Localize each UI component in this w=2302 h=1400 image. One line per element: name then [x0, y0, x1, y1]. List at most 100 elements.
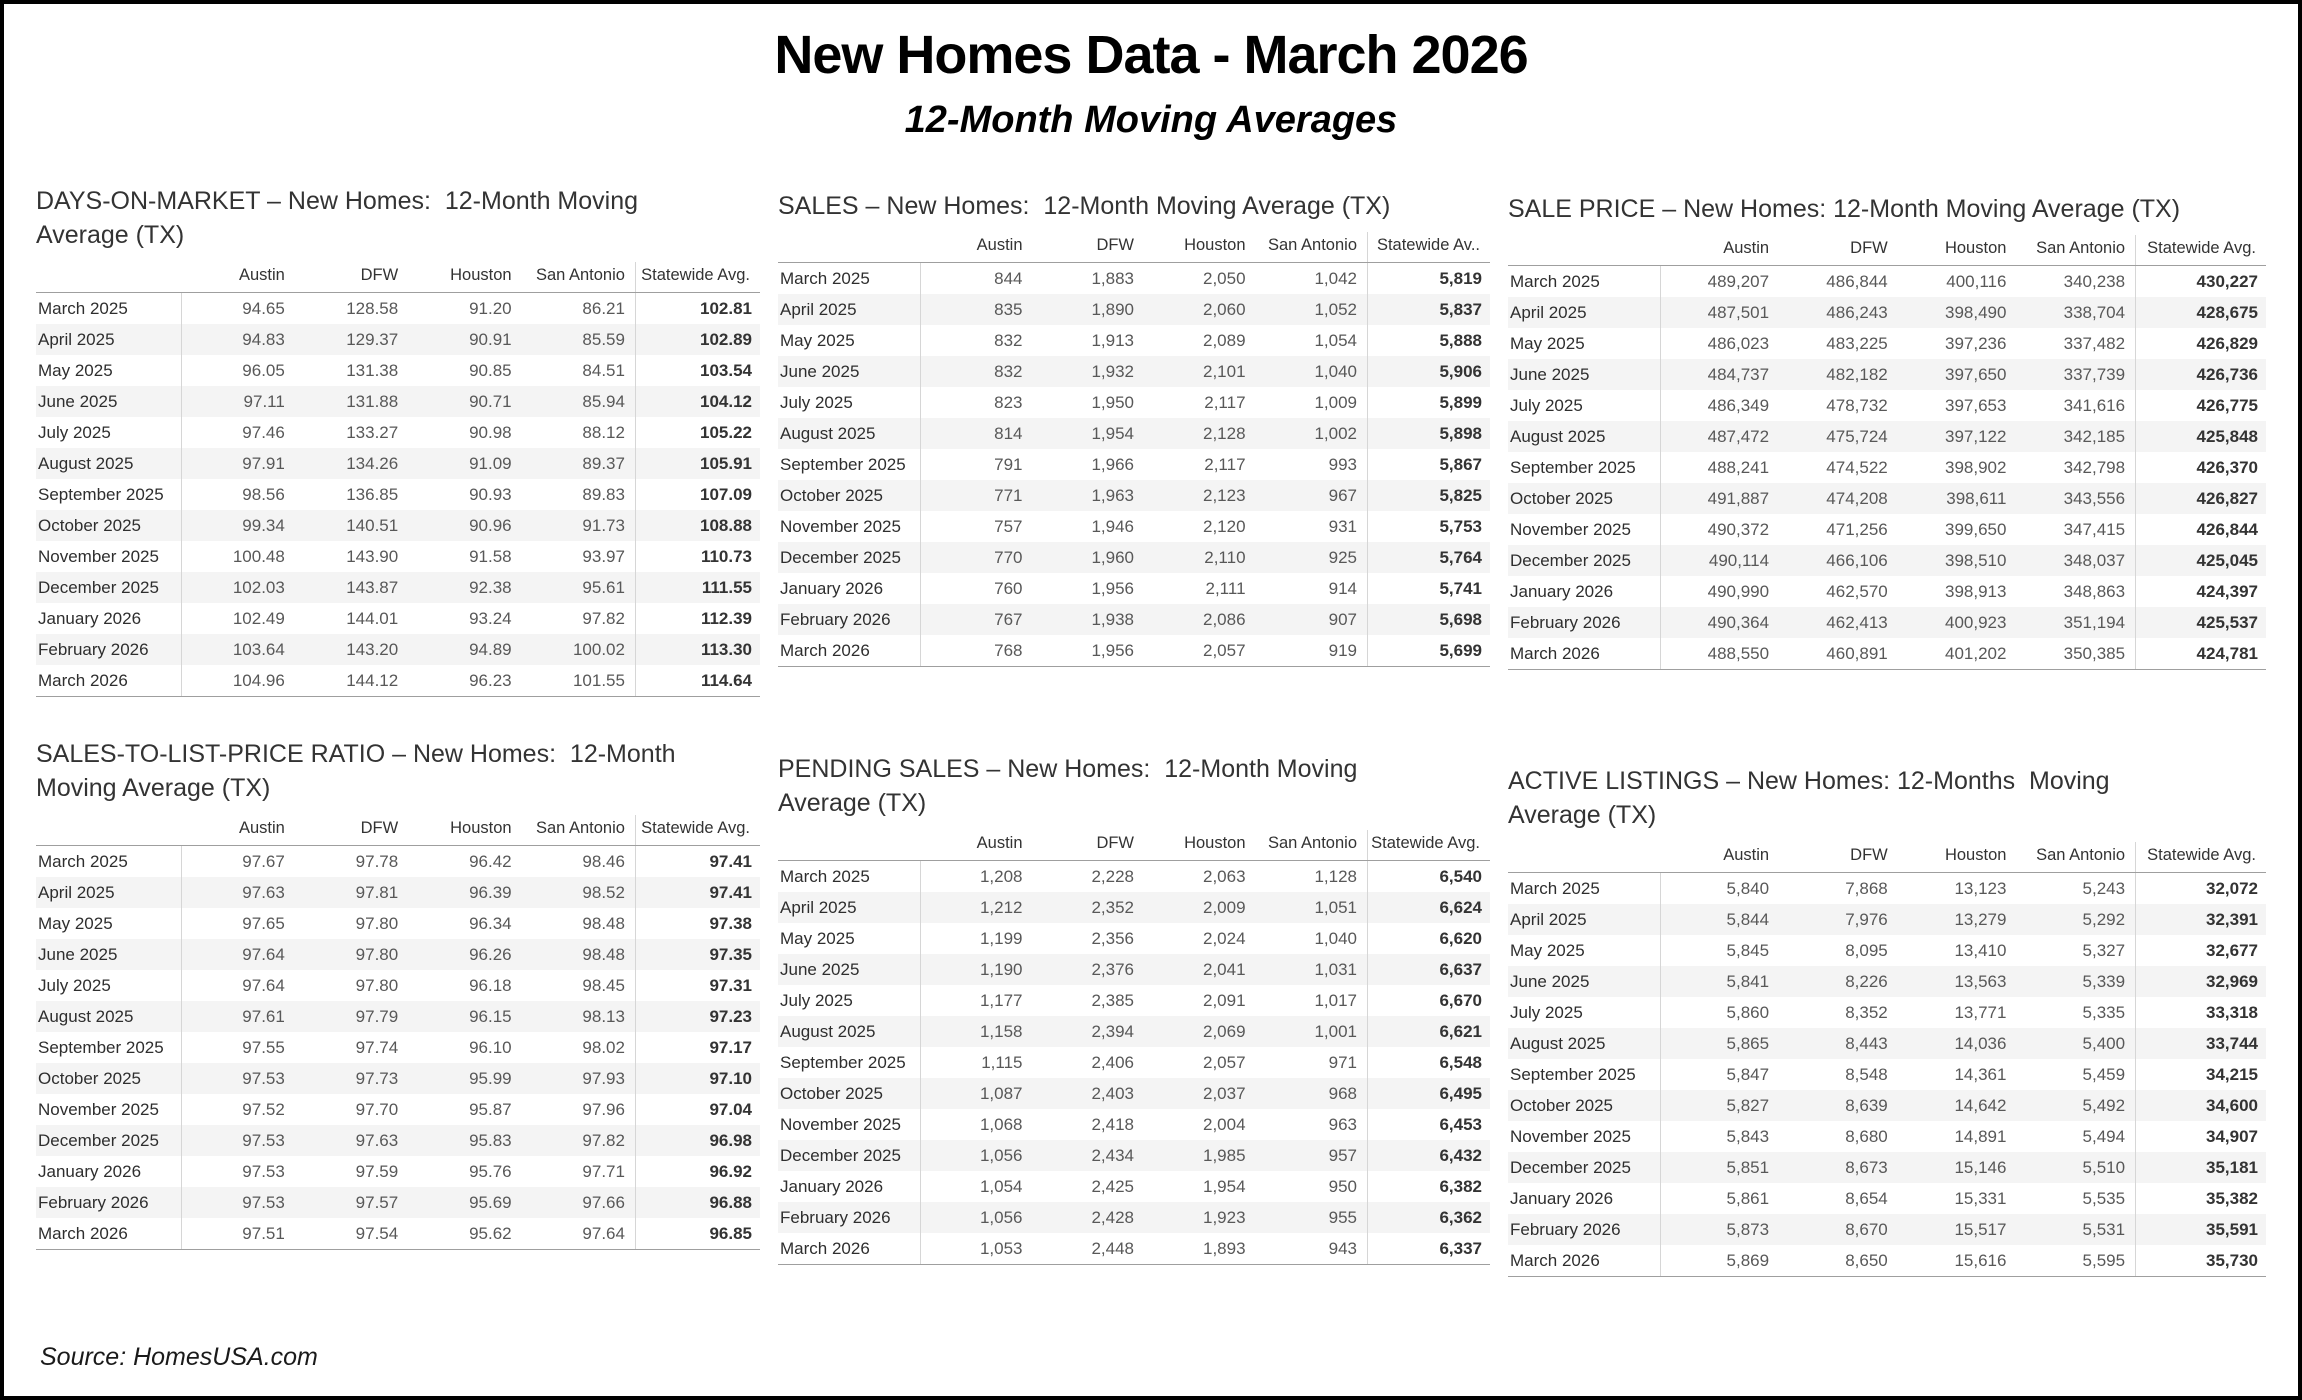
table-row: August 2025 97.91 134.26 91.09 89.37 105.91 [36, 447, 760, 479]
column-header: Austin [1660, 841, 1780, 873]
cell-value: 134.26 [346, 453, 399, 473]
row-label: January 2026 [1508, 1182, 1661, 1214]
cell-value: 97.11 [243, 391, 285, 411]
cell-value: 2,385 [1091, 990, 1135, 1010]
statewide-value: 5,764 [1367, 542, 1490, 574]
cell-value: 957 [1328, 1145, 1357, 1165]
cell-value: 102.49 [232, 608, 285, 628]
cell-value: 97.66 [582, 1192, 625, 1212]
cell-value: 97.54 [294, 1217, 409, 1250]
cell-value: 136.85 [346, 484, 399, 504]
table-row: February 2026 97.53 97.57 95.69 97.66 96.88 [36, 1186, 760, 1218]
statewide-value: 97.23 [634, 1000, 760, 1032]
cell-value: 97.80 [355, 975, 399, 995]
cell-value: 1,963 [1091, 486, 1135, 506]
cell-value: 757 [994, 517, 1023, 537]
table-row: July 2025 823 1,950 2,117 1,009 5,899 [778, 387, 1490, 419]
statewide-value: 5,825 [1367, 480, 1490, 512]
table-row: January 2026 490,990 462,570 398,913 348,863… [1508, 576, 2266, 608]
column-header: DFW [1779, 235, 1898, 267]
table-row: April 2025 487,501 486,243 398,490 338,704 42… [1508, 297, 2266, 329]
cell-value: 340,238 [2063, 272, 2126, 292]
table-row: March 2025 1,208 2,228 2,063 1,128 6,540 [778, 860, 1490, 892]
cell-value: 2,091 [1202, 990, 1246, 1010]
cell-value: 5,400 [2082, 1033, 2126, 1053]
cell-value: 767 [994, 610, 1023, 630]
cell-value: 8,639 [1845, 1095, 1888, 1115]
row-label: October 2025 [36, 509, 182, 541]
statewide-value: 96.98 [634, 1124, 760, 1156]
column-header: San Antonio [1255, 232, 1368, 264]
cell-value: 2,228 [1091, 866, 1135, 886]
cell-value: 1,177 [979, 990, 1023, 1010]
statewide-value: 424,397 [2135, 576, 2266, 608]
statewide-value: 32,677 [2135, 934, 2266, 966]
cell-value: 2,403 [1091, 1083, 1135, 1103]
cell-value: 1,056 [979, 1145, 1023, 1165]
cell-value: 397,650 [1944, 365, 2007, 385]
statewide-value: 6,540 [1367, 860, 1490, 892]
row-label: August 2025 [778, 1015, 922, 1047]
statewide-value: 107.09 [634, 478, 760, 510]
table-row: November 2025 490,372 471,256 399,650 347,41… [1508, 514, 2266, 546]
cell-value: 2,352 [1091, 897, 1135, 917]
statewide-value: 6,453 [1367, 1108, 1490, 1140]
cell-value: 1,040 [1314, 362, 1357, 382]
row-label: January 2026 [778, 573, 922, 605]
cell-value: 93.24 [469, 608, 512, 628]
statewide-value: 35,382 [2135, 1182, 2266, 1214]
table-pending-sales: PENDING SALES – New Homes: 12-Month Movi… [778, 737, 1490, 1265]
row-label: March 2026 [1508, 1244, 1661, 1277]
cell-value: 96.15 [469, 1006, 512, 1026]
row-label: September 2025 [36, 478, 182, 510]
statewide-value: 425,045 [2135, 545, 2266, 577]
table-row: May 2025 96.05 131.38 90.85 84.51 103.54 [36, 354, 760, 386]
cell-value: 5,492 [2082, 1095, 2126, 1115]
cell-value: 398,510 [1944, 551, 2007, 571]
statewide-value: 32,072 [2135, 872, 2266, 904]
cell-value: 488,550 [1660, 638, 1780, 671]
cell-value: 2,428 [1091, 1207, 1135, 1227]
cell-value: 1,883 [1091, 269, 1135, 289]
cell-value: 341,616 [2063, 396, 2126, 416]
column-header: Statewide Avg. [1367, 829, 1490, 861]
cell-value: 967 [1328, 486, 1357, 506]
cell-value: 91.58 [469, 546, 512, 566]
column-header: San Antonio [521, 261, 636, 293]
cell-value: 8,650 [1779, 1244, 1898, 1277]
cell-value: 1,946 [1091, 517, 1135, 537]
cell-value: 97.82 [582, 608, 625, 628]
cell-value: 84.51 [582, 360, 625, 380]
statewide-value: 110.73 [634, 540, 760, 572]
cell-value: 128.58 [346, 298, 399, 318]
table-row: July 2025 97.64 97.80 96.18 98.45 97.31 [36, 969, 760, 1001]
row-label: April 2025 [36, 323, 182, 355]
row-label: January 2026 [36, 1155, 182, 1187]
cell-value: 1,054 [979, 1176, 1023, 1196]
column-header: Statewide Av.. [1367, 232, 1490, 264]
column-header: Houston [408, 261, 522, 293]
row-label: February 2026 [36, 1186, 182, 1218]
cell-value: 8,670 [1845, 1219, 1888, 1239]
row-label: May 2025 [778, 325, 922, 357]
cell-value: 1,890 [1091, 300, 1135, 320]
cell-value: 2,418 [1091, 1114, 1135, 1134]
row-label: March 2025 [1508, 872, 1661, 904]
statewide-value: 96.85 [634, 1217, 760, 1250]
cell-value: 1,950 [1091, 393, 1135, 413]
column-header: Statewide Avg. [634, 261, 760, 293]
cell-value: 97.53 [242, 1068, 285, 1088]
cell-value: 101.55 [521, 664, 636, 697]
cell-value: 1,954 [1091, 424, 1135, 444]
table-row: April 2025 5,844 7,976 13,279 5,292 32,391 [1508, 903, 2266, 935]
table-row: May 2025 97.65 97.80 96.34 98.48 97.38 [36, 907, 760, 939]
cell-value: 90.93 [469, 484, 512, 504]
table-row: January 2026 102.49 144.01 93.24 97.82 112.39 [36, 602, 760, 634]
cell-value: 97.91 [242, 453, 285, 473]
cell-value: 97.73 [355, 1068, 399, 1088]
statewide-value: 5,699 [1367, 635, 1490, 668]
statewide-value: 33,744 [2135, 1027, 2266, 1059]
cell-value: 85.94 [582, 391, 625, 411]
table-row: March 2025 97.67 97.78 96.42 98.46 97.41 [36, 845, 760, 877]
row-label: November 2025 [778, 511, 922, 543]
